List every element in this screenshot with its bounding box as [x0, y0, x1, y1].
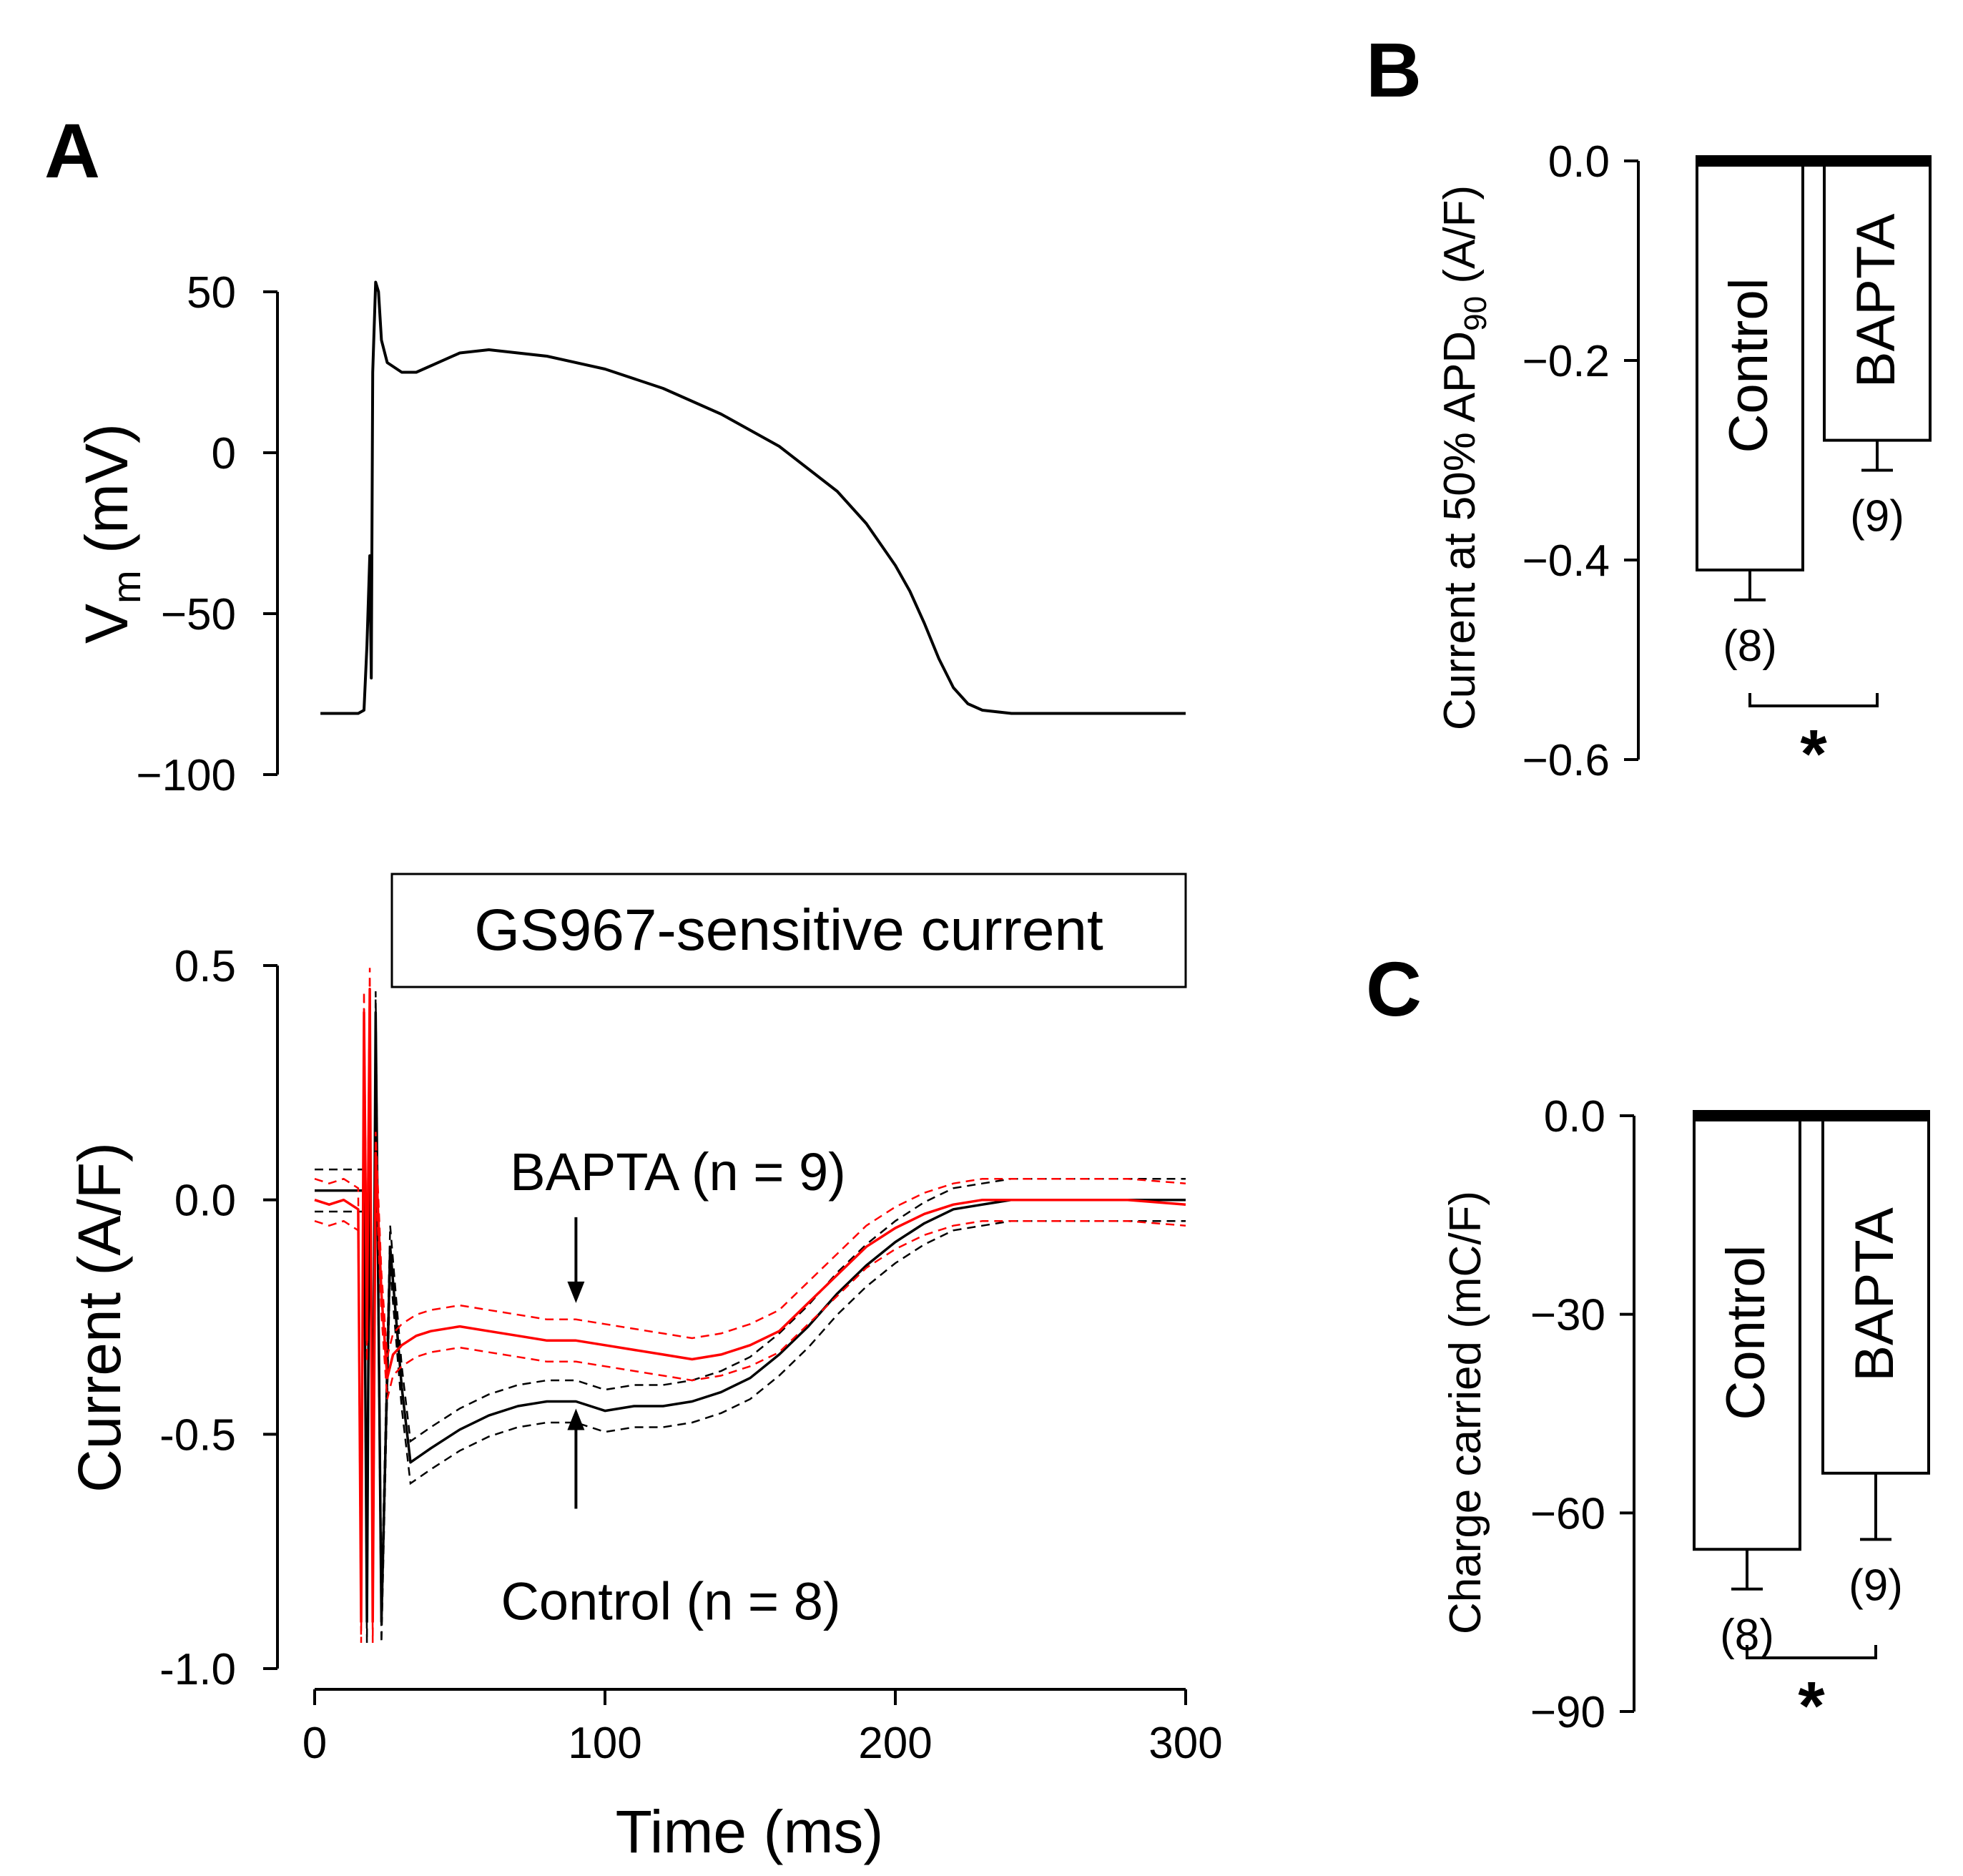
- ap-ytick-label: −100: [136, 751, 236, 800]
- cur-xtick-label: 300: [1148, 1719, 1222, 1768]
- b-ylabel-pre: Current at 50% APD: [1435, 331, 1485, 730]
- b-bar-label: Control: [1718, 278, 1779, 453]
- title-box: [390, 873, 1187, 988]
- bapta-annotation: BAPTA (n = 9): [510, 1142, 846, 1202]
- ap-ytick-label: −50: [161, 590, 236, 639]
- ap-ytick-label: 0: [212, 429, 236, 478]
- b-significance-bracket: [1748, 693, 1879, 707]
- b-ytick-label: −0.6: [1522, 736, 1610, 785]
- control-annotation: Control (n = 8): [501, 1571, 840, 1631]
- b-ytick-label: −0.2: [1522, 337, 1610, 386]
- ap-ytick-label: 50: [187, 268, 236, 318]
- bapta-trace: [314, 988, 1186, 1624]
- b-ytick-label: 0.0: [1548, 137, 1610, 187]
- c-n-label: (9): [1849, 1561, 1903, 1610]
- cur-ytick-label: -1.0: [159, 1645, 236, 1694]
- panel-label-a: A: [44, 107, 100, 194]
- ap-ylabel: Vm (mV): [73, 423, 149, 644]
- cur-ytick-label: 0.5: [174, 942, 236, 991]
- panel-c-bar-chart: 0.0 −30 −60 −90 Charge carried (mC/F) Contr…: [1441, 1092, 1930, 1744]
- ap-trace: [320, 280, 1186, 715]
- c-significance-star: *: [1798, 1668, 1825, 1744]
- cur-xlabel: Time (ms): [616, 1798, 884, 1865]
- cur-xtick-label: 100: [568, 1719, 641, 1768]
- panel-label-c: C: [1366, 946, 1422, 1032]
- b-bar-label: BAPTA: [1846, 213, 1907, 388]
- c-ylabel: Charge carried (mC/F): [1441, 1191, 1490, 1634]
- b-ytick-label: −0.4: [1522, 536, 1610, 586]
- ap-ylabel-unit: (mV): [73, 423, 140, 570]
- ap-ylabel-sub: m: [104, 570, 149, 604]
- cur-ytick-label: -0.5: [159, 1410, 236, 1460]
- b-ylabel-post: (A/F): [1435, 185, 1485, 296]
- b-significance-star: *: [1800, 716, 1827, 792]
- c-bar-label: BAPTA: [1844, 1207, 1905, 1382]
- c-bar-label: Control: [1716, 1245, 1776, 1420]
- c-bar-bapta: [1821, 1114, 1930, 1475]
- cur-title: GS967-sensitive current: [474, 898, 1103, 963]
- b-ylabel-sub: 90: [1458, 296, 1493, 331]
- ap-ylabel-main: V: [73, 604, 140, 644]
- c-bar-control: [1693, 1114, 1801, 1551]
- b-ylabel: Current at 50% APD90 (A/F): [1435, 185, 1493, 730]
- current-chart: 0.50.0-0.5-1.0 0 100 200 300 Current (A/F) …: [66, 873, 1223, 1865]
- bapta-sem-band: [314, 1010, 1186, 1644]
- panel-b-bar-chart: 0.0 −0.2 −0.4 −0.6 Current at 50% APD90 (A/…: [1435, 137, 1932, 792]
- control-trace: [315, 1011, 1186, 1624]
- b-n-label: (8): [1723, 622, 1777, 671]
- control-sem-band: [315, 991, 1186, 1601]
- b-n-label: (9): [1850, 491, 1904, 541]
- c-ytick-label: −90: [1530, 1688, 1605, 1737]
- action-potential-chart: 50 0 −50 −100 Vm (mV): [73, 268, 1186, 800]
- cur-xtick-label: 200: [858, 1719, 932, 1768]
- cur-xtick-label: 0: [302, 1719, 327, 1768]
- cur-ylabel: Current (A/F): [66, 1142, 133, 1493]
- bapta-arrow-head: [567, 1281, 585, 1303]
- c-ytick-label: −60: [1530, 1489, 1605, 1538]
- c-significance-bracket: [1746, 1645, 1877, 1659]
- panel-label-b: B: [1366, 26, 1422, 113]
- control-sem-band: [315, 1033, 1186, 1644]
- bapta-sem-band: [314, 968, 1186, 1601]
- cur-ytick-label: 0.0: [174, 1177, 236, 1226]
- c-ytick-label: −30: [1530, 1291, 1605, 1340]
- c-ytick-label: 0.0: [1544, 1092, 1605, 1141]
- control-arrow-head: [567, 1408, 585, 1430]
